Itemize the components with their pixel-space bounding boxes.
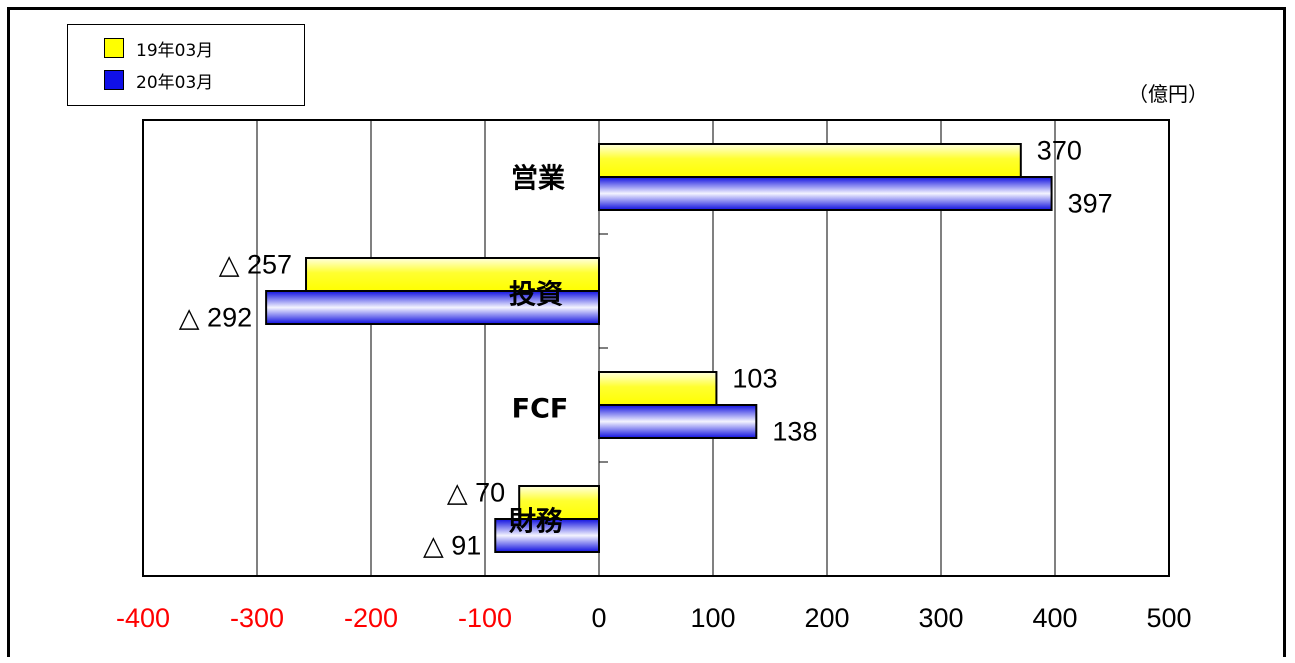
x-tick-label-3: -100 [458,603,512,633]
data-label-toshi-s1: △ 257 [219,250,292,280]
x-tick-label-8: 400 [1032,603,1077,633]
category-label-zaimu: 財務 [509,507,564,538]
x-tick-label-4: 0 [591,603,606,633]
data-label-eigyo-s1: 370 [1037,136,1082,166]
data-label-fcf-s1: 103 [732,364,777,394]
legend-label-19: 19年03月 [136,40,214,61]
x-tick-label-2: -200 [344,603,398,633]
x-tick-label-0: -400 [116,603,170,633]
legend-item-20: 20年03月 [104,69,214,93]
data-label-zaimu-s1: △ 70 [447,478,505,508]
category-label-eigyo: 営業 [511,163,565,195]
x-tick-label-5: 100 [690,603,735,633]
x-tick-label-9: 500 [1146,603,1191,633]
legend: 19年03月 20年03月 [67,24,305,106]
data-label-toshi-s2: △ 292 [179,303,252,333]
bar-eigyo-s2 [598,176,1053,211]
legend-label-20: 20年03月 [136,72,214,93]
data-label-eigyo-s2: 397 [1068,189,1113,219]
legend-swatch-20 [104,70,124,90]
bar-fcf-s2 [598,404,758,439]
bar-fcf-s1 [598,371,718,406]
category-label-fcf: FCF [512,394,569,425]
category-label-toshi: 投資 [509,280,563,311]
bar-toshi-s2 [265,290,600,325]
x-tick-label-1: -300 [230,603,284,633]
x-tick-label-7: 300 [918,603,963,633]
bar-eigyo-s1 [598,143,1022,178]
data-label-zaimu-s2: △ 91 [423,531,481,561]
data-label-fcf-s2: 138 [772,417,817,447]
legend-swatch-19 [104,38,124,58]
bar-zaimu-s2 [494,518,601,553]
chart-frame [7,7,1286,657]
x-tick-label-6: 200 [804,603,849,633]
legend-item-19: 19年03月 [104,37,214,61]
unit-label: （億円） [1128,82,1208,106]
bar-toshi-s1 [305,257,600,292]
